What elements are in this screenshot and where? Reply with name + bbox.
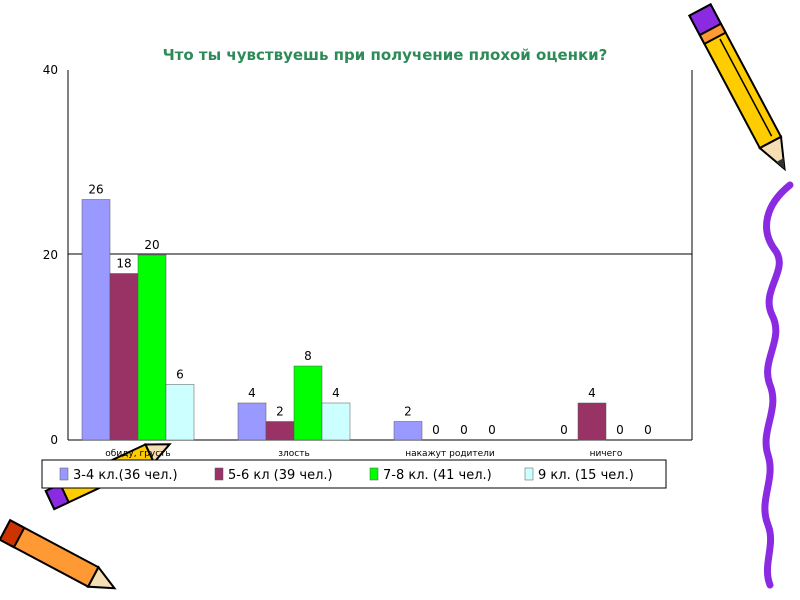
y-axis: 0 20 40 (43, 63, 58, 447)
legend-label: 3-4 кл.(36 чел.) (73, 468, 178, 483)
data-label: 2 (404, 405, 412, 419)
legend-label: 7-8 кл. (41 чел.) (383, 468, 492, 483)
bar (321, 402, 351, 441)
data-label: 0 (488, 423, 496, 437)
data-label: 0 (460, 423, 468, 437)
bar (393, 421, 423, 441)
bar (109, 273, 139, 441)
y-tick-label: 0 (50, 433, 58, 447)
data-label: 0 (616, 423, 624, 437)
bar (265, 421, 295, 441)
ribbon-squiggle (761, 181, 794, 589)
data-label: 4 (248, 386, 256, 400)
category-label: ничего (590, 449, 623, 459)
y-tick-label: 40 (43, 63, 58, 77)
bar (293, 365, 323, 441)
bar (137, 254, 167, 441)
legend: 3-4 кл.(36 чел.) 5-6 кл (39 чел.) 7-8 кл. … (41, 459, 667, 489)
data-label: 4 (332, 386, 340, 400)
legend-swatch (59, 467, 69, 481)
data-label: 26 (88, 183, 103, 197)
data-label: 0 (560, 423, 568, 437)
legend-label: 9 кл. (15 чел.) (538, 468, 634, 483)
data-label: 4 (588, 386, 596, 400)
pencil-icon (688, 3, 786, 172)
data-label: 8 (304, 349, 312, 363)
category-label: злость (278, 449, 310, 459)
bar (81, 199, 111, 441)
bar (577, 402, 607, 441)
data-label: 20 (144, 238, 159, 252)
chart-title: Что ты чувствуешь при получение плохой о… (163, 46, 608, 64)
data-label: 6 (176, 368, 184, 382)
bars (81, 199, 607, 441)
data-label: 18 (116, 257, 131, 271)
y-tick-label: 20 (43, 248, 58, 262)
bar (237, 402, 267, 441)
legend-swatch (369, 467, 379, 481)
data-label: 2 (276, 405, 284, 419)
legend-label: 5-6 кл (39 чел.) (228, 468, 333, 483)
category-label: накажут родители (405, 449, 495, 459)
legend-swatch (524, 467, 534, 481)
category-label: обиду, грусть (105, 449, 170, 459)
category-labels: обиду, грусть злость накажут родители ничег… (105, 449, 623, 459)
bar (165, 384, 195, 441)
data-label: 0 (644, 423, 652, 437)
data-label: 0 (432, 423, 440, 437)
legend-swatch (214, 467, 224, 481)
